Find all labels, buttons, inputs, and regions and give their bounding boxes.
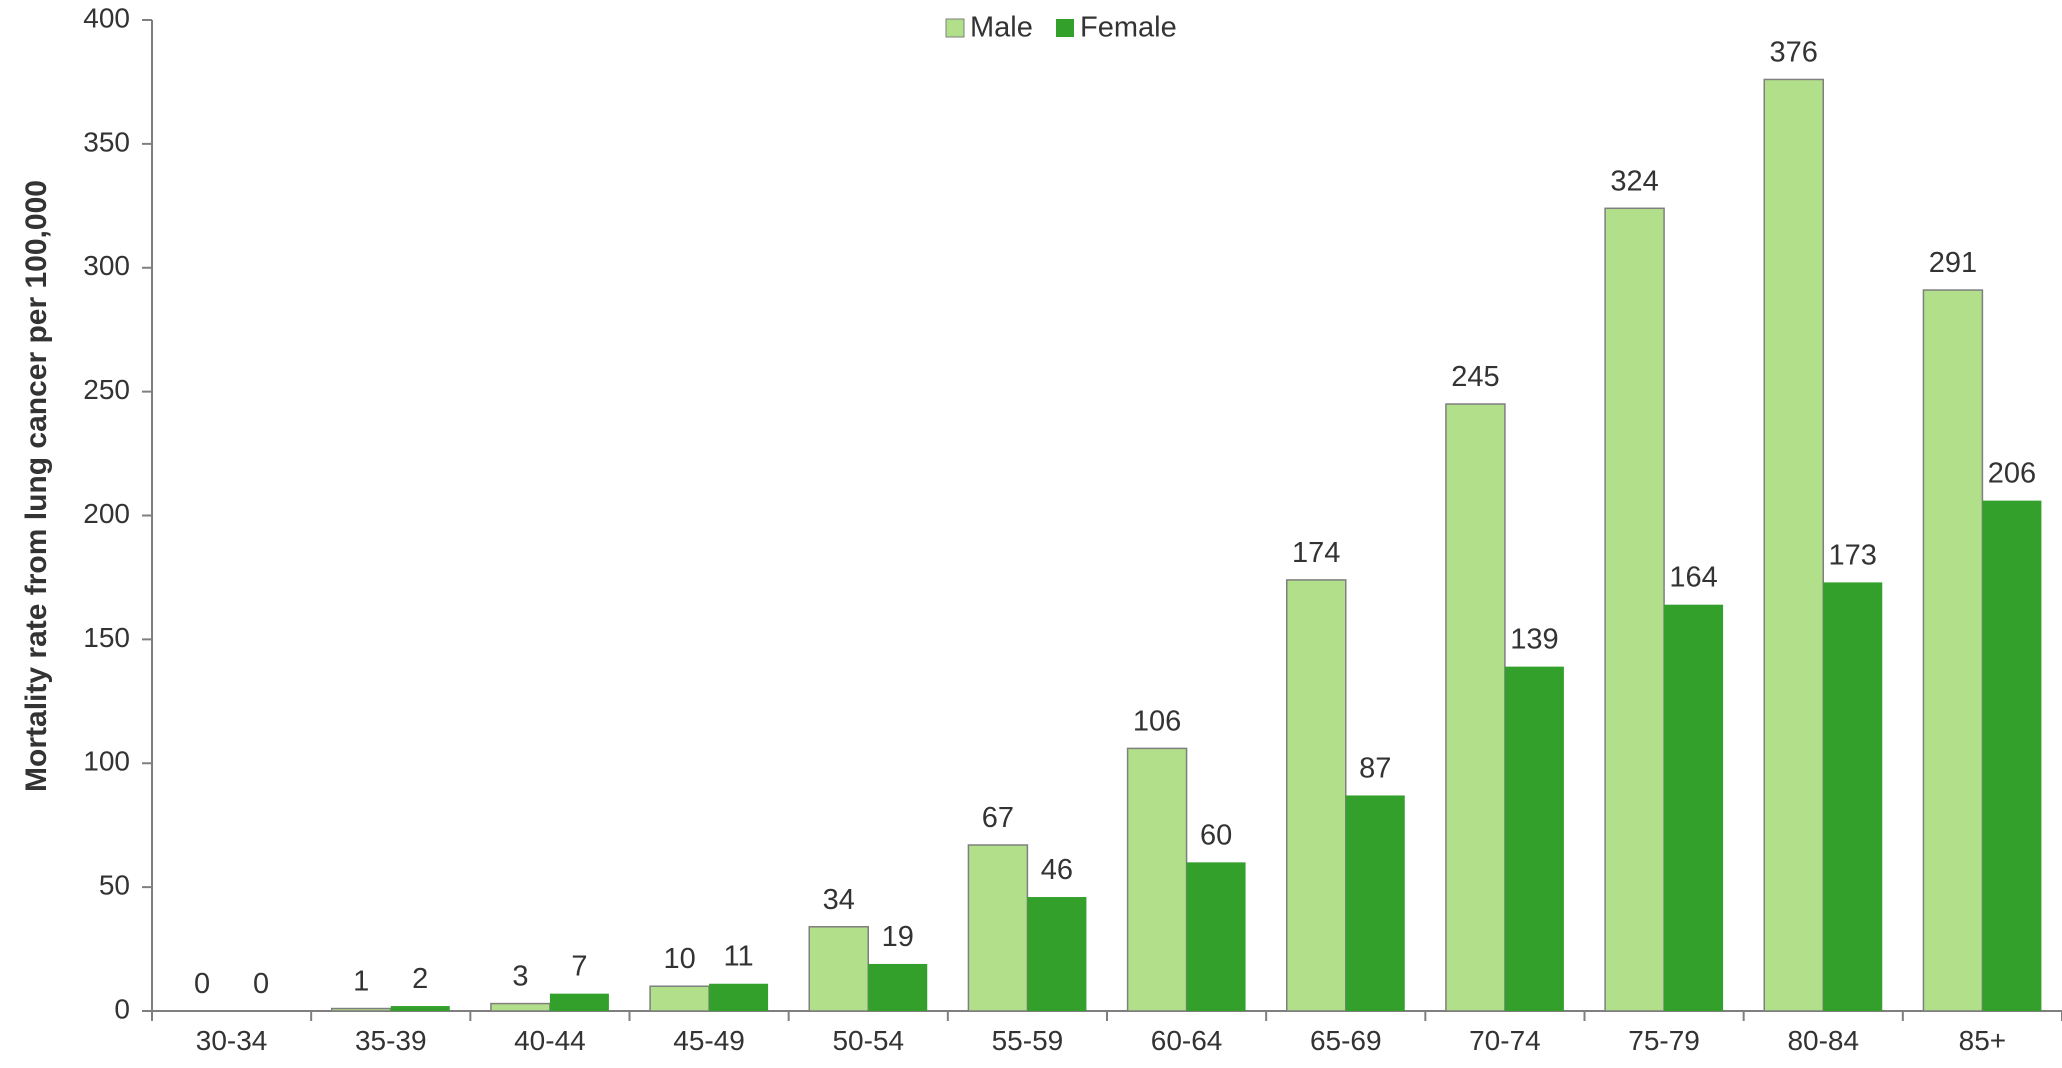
y-tick-label: 150 [83,622,130,653]
bar-male [331,1007,392,1012]
bar-male [967,844,1029,1012]
data-label-male: 0 [194,968,210,1000]
y-tick-label: 0 [114,993,130,1024]
y-tick-label: 350 [83,126,130,157]
data-label-female: 46 [1041,854,1073,886]
data-label-male: 1 [353,966,369,998]
x-tick-label: 40-44 [514,1025,586,1056]
data-label-male: 67 [982,802,1014,834]
x-tick-label: 45-49 [673,1025,745,1056]
bar-male [1763,78,1824,1012]
bar-male [1604,207,1665,1012]
legend-swatch-male [945,18,965,38]
y-tick-label: 200 [83,498,130,529]
legend: Male Female [945,12,1177,44]
data-label-male: 376 [1770,36,1818,68]
data-label-male: 291 [1929,247,1977,279]
y-tick-label: 300 [83,250,130,281]
bar-male [649,985,710,1012]
bar-female [1504,666,1564,1011]
data-label-female: 139 [1510,624,1558,656]
x-tick-label: 80-84 [1787,1025,1859,1056]
data-label-male: 3 [512,961,528,993]
y-tick-label: 400 [83,2,130,33]
data-label-female: 7 [571,951,587,983]
bar-female [1186,862,1246,1011]
x-tick-label: 75-79 [1628,1025,1700,1056]
data-label-male: 324 [1610,165,1658,197]
legend-swatch-female [1056,19,1074,37]
bar-female [549,993,609,1011]
bar-female [1345,795,1405,1011]
legend-label-male: Male [970,12,1033,44]
y-tick-label: 100 [83,746,130,777]
legend-label-female: Female [1080,12,1177,44]
x-tick-label: 60-64 [1151,1025,1223,1056]
data-label-female: 11 [724,941,754,973]
data-label-female: 60 [1200,819,1232,851]
bar-female [1823,582,1883,1011]
data-label-male: 34 [823,884,855,916]
bar-female [868,963,928,1011]
data-label-female: 164 [1669,562,1717,594]
data-label-male: 106 [1133,705,1181,737]
bar-male [1126,747,1188,1012]
data-label-male: 245 [1451,361,1499,393]
bar-female [709,983,769,1011]
bar-male [1286,579,1347,1012]
x-tick-label: 50-54 [832,1025,904,1056]
y-tick-label: 250 [83,374,130,405]
data-label-female: 0 [253,968,269,1000]
y-tick-label: 50 [99,870,130,901]
data-label-female: 87 [1359,752,1391,784]
data-label-female: 206 [1988,458,2036,490]
bar-female [1982,500,2042,1011]
x-tick-label: 65-69 [1310,1025,1382,1056]
data-label-female: 173 [1829,539,1877,571]
bar-male [1922,289,1984,1012]
x-tick-label: 35-39 [355,1025,427,1056]
bar-male [1445,403,1506,1012]
data-labels: 0 1 3 10 34 67 106 174 245 324 376 291 0 2 7 11 19 46 60 87… [194,36,2036,1000]
bar-male [490,1002,551,1012]
bar-female [390,1006,450,1011]
bar-female [1664,604,1724,1011]
bars [331,78,2042,1012]
data-label-female: 19 [882,921,914,953]
bar-male [808,926,869,1012]
x-tick-label: 70-74 [1469,1025,1541,1056]
data-label-male: 10 [663,943,695,975]
bar-female [1027,897,1087,1011]
y-axis-label: Mortality rate from lung cancer per 100,… [20,180,53,792]
x-tick-label: 55-59 [992,1025,1064,1056]
x-tick-label: 30-34 [196,1025,268,1056]
x-tick-label: 85+ [1959,1025,2007,1056]
data-label-male: 174 [1292,537,1340,569]
data-label-female: 2 [412,963,428,995]
